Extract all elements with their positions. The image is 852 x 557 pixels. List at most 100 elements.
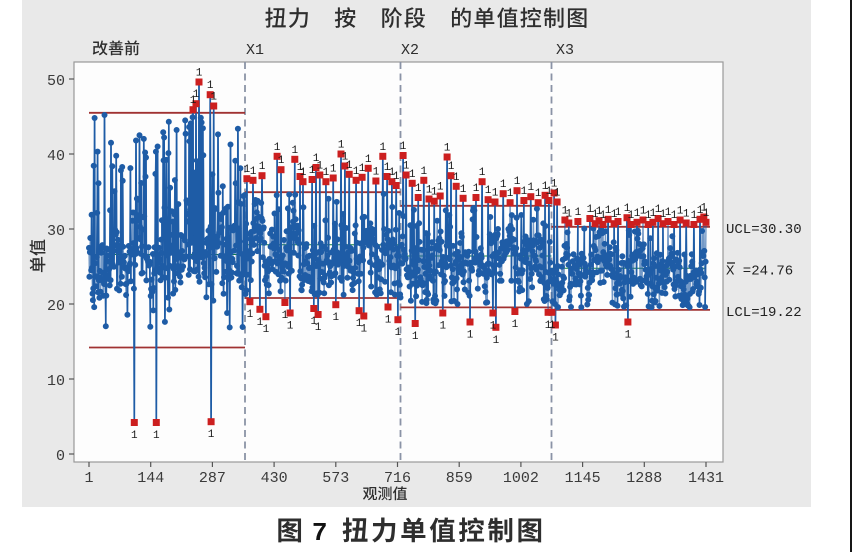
svg-text:1: 1 xyxy=(287,321,294,333)
svg-text:1: 1 xyxy=(634,208,641,220)
svg-text:1: 1 xyxy=(665,207,672,219)
svg-text:1: 1 xyxy=(395,327,402,339)
svg-text:1: 1 xyxy=(683,209,690,221)
svg-text:1: 1 xyxy=(546,186,553,198)
svg-text:1: 1 xyxy=(655,204,662,216)
svg-text:1: 1 xyxy=(373,167,380,179)
svg-text:1: 1 xyxy=(190,95,197,107)
svg-text:1: 1 xyxy=(300,167,307,179)
svg-text:144: 144 xyxy=(137,470,164,487)
svg-text:UCL=30.30: UCL=30.30 xyxy=(726,222,802,238)
svg-text:LCL=19.22: LCL=19.22 xyxy=(726,305,802,321)
svg-text:1: 1 xyxy=(527,182,534,194)
svg-text:1: 1 xyxy=(84,470,93,487)
svg-text:1: 1 xyxy=(338,140,345,152)
svg-text:1: 1 xyxy=(208,429,215,441)
svg-text:10: 10 xyxy=(47,373,65,390)
svg-text:1: 1 xyxy=(671,210,678,222)
svg-text:1002: 1002 xyxy=(503,470,539,487)
svg-text:1: 1 xyxy=(259,161,266,173)
svg-text:1: 1 xyxy=(512,319,519,331)
svg-text:1: 1 xyxy=(650,208,657,220)
svg-text:1: 1 xyxy=(460,184,467,196)
svg-text:1431: 1431 xyxy=(688,470,724,487)
svg-text:1: 1 xyxy=(309,165,316,177)
svg-text:1: 1 xyxy=(444,143,451,155)
svg-text:1: 1 xyxy=(596,206,603,218)
svg-text:30: 30 xyxy=(47,223,65,240)
svg-text:1: 1 xyxy=(257,317,264,329)
svg-text:1: 1 xyxy=(485,185,492,197)
svg-text:1: 1 xyxy=(153,430,160,442)
svg-text:1: 1 xyxy=(274,142,281,154)
svg-text:1: 1 xyxy=(346,160,353,172)
svg-text:1: 1 xyxy=(415,183,422,195)
svg-text:1: 1 xyxy=(393,171,400,183)
svg-text:1: 1 xyxy=(431,187,438,199)
svg-text:1: 1 xyxy=(278,155,285,167)
svg-text:1: 1 xyxy=(412,331,419,343)
svg-text:1: 1 xyxy=(624,203,631,215)
svg-text:1: 1 xyxy=(552,333,559,345)
svg-text:1: 1 xyxy=(330,164,337,176)
svg-text:1: 1 xyxy=(193,89,200,101)
svg-text:1: 1 xyxy=(247,309,254,321)
svg-text:716: 716 xyxy=(384,470,411,487)
svg-text:1: 1 xyxy=(660,209,667,221)
svg-text:1: 1 xyxy=(700,203,707,215)
svg-text:1: 1 xyxy=(310,316,317,328)
svg-text:1: 1 xyxy=(315,322,322,334)
svg-text:430: 430 xyxy=(261,470,288,487)
svg-text:1: 1 xyxy=(562,206,569,218)
svg-text:40: 40 xyxy=(47,148,65,165)
svg-text:1: 1 xyxy=(611,209,618,221)
svg-text:1: 1 xyxy=(492,188,499,200)
svg-text:1: 1 xyxy=(385,315,392,327)
svg-text:X1: X1 xyxy=(246,42,264,59)
svg-text:1: 1 xyxy=(426,185,433,197)
svg-text:1: 1 xyxy=(384,162,391,174)
svg-text:1: 1 xyxy=(479,167,486,179)
svg-text:1: 1 xyxy=(400,141,407,153)
svg-text:1: 1 xyxy=(554,188,561,200)
svg-text:1: 1 xyxy=(313,153,320,165)
svg-text:1288: 1288 xyxy=(626,470,662,487)
svg-text:1: 1 xyxy=(365,154,372,166)
svg-text:1: 1 xyxy=(323,167,330,179)
svg-text:1: 1 xyxy=(587,204,594,216)
svg-text:0: 0 xyxy=(56,448,65,465)
svg-text:1: 1 xyxy=(493,335,500,347)
svg-text:1: 1 xyxy=(250,166,257,178)
svg-text:1: 1 xyxy=(514,176,521,188)
svg-text:1: 1 xyxy=(703,208,710,220)
svg-text:1: 1 xyxy=(490,321,497,333)
svg-text:1: 1 xyxy=(316,161,323,173)
svg-text:1: 1 xyxy=(342,152,349,164)
svg-text:1: 1 xyxy=(439,321,446,333)
svg-text:1: 1 xyxy=(640,206,647,218)
svg-text:1: 1 xyxy=(549,320,556,332)
svg-text:1: 1 xyxy=(500,179,507,191)
svg-text:1: 1 xyxy=(291,145,298,157)
svg-text:1: 1 xyxy=(677,206,684,218)
svg-text:1: 1 xyxy=(545,320,552,332)
svg-text:1: 1 xyxy=(605,205,612,217)
svg-text:7: 7 xyxy=(312,518,328,548)
svg-text:1: 1 xyxy=(542,181,549,193)
svg-text:1: 1 xyxy=(403,161,410,173)
svg-text:1: 1 xyxy=(263,324,270,336)
svg-text:1: 1 xyxy=(592,209,599,221)
svg-text:1: 1 xyxy=(535,188,542,200)
svg-text:20: 20 xyxy=(47,298,65,315)
svg-text:1: 1 xyxy=(359,163,366,175)
svg-text:1: 1 xyxy=(379,142,386,154)
svg-text:1: 1 xyxy=(448,161,455,173)
svg-text:1: 1 xyxy=(600,210,607,222)
svg-text:1: 1 xyxy=(207,80,214,92)
svg-text:1: 1 xyxy=(473,183,480,195)
svg-text:1: 1 xyxy=(332,312,339,324)
svg-text:1: 1 xyxy=(282,310,289,322)
svg-text:1: 1 xyxy=(437,182,444,194)
svg-text:859: 859 xyxy=(446,470,473,487)
svg-text:X2: X2 xyxy=(401,42,419,59)
